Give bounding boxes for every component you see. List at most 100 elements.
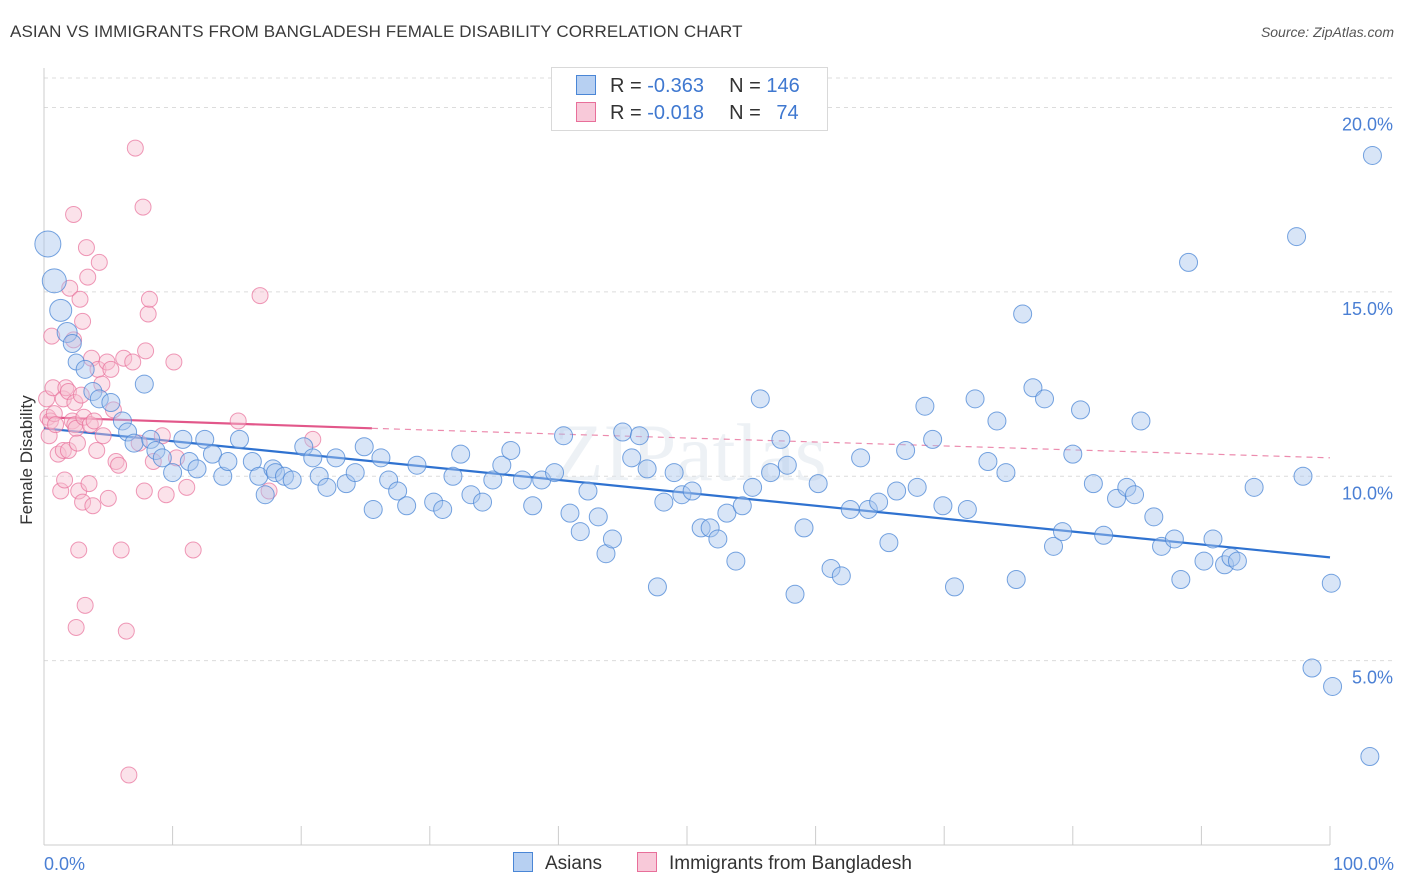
asian-point <box>996 463 1016 483</box>
y-tick-label: 10.0% <box>1342 483 1393 503</box>
asian-point <box>255 485 275 505</box>
bangladesh-point <box>67 618 85 636</box>
bangladesh-point <box>88 441 106 459</box>
bottom-legend-asians: Asians <box>513 852 602 875</box>
bangladesh-point <box>251 287 269 305</box>
legend: R = -0.363 N = 146 R = -0.018 N = 74 <box>551 67 828 131</box>
asian-point <box>978 452 998 471</box>
bangladesh-point <box>90 253 108 271</box>
asian-point <box>726 551 746 571</box>
asian-point <box>141 429 161 449</box>
bottom-legend-bangladesh: Immigrants from Bangladesh <box>637 852 912 875</box>
asian-point <box>933 496 953 516</box>
asian-point <box>1131 411 1151 431</box>
bangladesh-point <box>70 541 88 559</box>
asian-point <box>1063 444 1083 464</box>
asian-point <box>501 440 521 460</box>
legend-row-asians: R = -0.363 N = 146 <box>576 75 800 101</box>
asian-point <box>578 481 598 501</box>
asian-point <box>851 448 871 468</box>
asian-point <box>957 499 977 519</box>
asian-point <box>388 481 408 501</box>
asian-point <box>1164 529 1184 549</box>
asian-point <box>554 426 574 446</box>
bangladesh-point <box>38 390 56 408</box>
bangladesh-point <box>134 198 152 216</box>
asian-point <box>637 459 657 479</box>
asian-point <box>965 389 985 409</box>
asian-point <box>907 477 927 497</box>
asian-trend-line <box>43 427 1331 559</box>
asian-point <box>326 448 346 468</box>
asian-point <box>771 429 791 449</box>
bangladesh-trend-line <box>43 416 372 430</box>
asian-point <box>317 477 337 497</box>
asian-point <box>1323 676 1343 696</box>
asian-point <box>602 529 622 549</box>
asian-point <box>647 577 667 597</box>
asian-point <box>1117 477 1137 497</box>
bangladesh-point <box>71 290 89 308</box>
bangladesh-point <box>120 766 138 784</box>
asian-point <box>461 485 481 505</box>
gridlines <box>44 77 1392 662</box>
asian-point <box>1360 747 1380 766</box>
bangladesh-point <box>117 622 135 640</box>
asian-point <box>1083 474 1103 494</box>
asian-point <box>1094 525 1114 545</box>
asian-point <box>163 463 183 483</box>
asian-point <box>858 499 878 519</box>
asian-point <box>101 393 121 412</box>
bangladesh-point <box>135 482 153 500</box>
asian-point <box>708 529 728 549</box>
asian-point <box>840 499 860 519</box>
asian-point <box>397 496 417 516</box>
bangladesh-point <box>54 441 72 459</box>
bangladesh-point <box>124 353 142 371</box>
asian-point <box>1302 658 1322 678</box>
asian-points <box>34 145 1382 766</box>
n-value: 146 <box>766 75 800 97</box>
asian-point <box>560 503 580 523</box>
asian-point <box>629 426 649 446</box>
asian-point <box>1125 485 1145 505</box>
asian-point <box>1053 522 1073 542</box>
asian-point <box>869 492 889 512</box>
asian-point <box>124 433 144 453</box>
asian-point <box>443 466 463 486</box>
bangladesh-point <box>65 205 83 223</box>
bangladesh-points <box>38 139 322 784</box>
axes <box>43 68 1331 846</box>
asian-point <box>761 463 781 483</box>
bangladesh-point <box>112 541 130 559</box>
asian-point <box>831 566 851 586</box>
asian-point <box>1013 304 1033 324</box>
asian-point <box>152 448 172 468</box>
bangladesh-point <box>79 268 97 286</box>
bangladesh-point <box>229 412 247 430</box>
asian-point <box>187 459 207 479</box>
asian-point <box>654 492 674 512</box>
bangladesh-point <box>84 497 102 515</box>
legend-label-bangladesh: Immigrants from Bangladesh <box>669 853 912 874</box>
asian-point <box>732 496 752 516</box>
x-tick-label: 100.0% <box>1333 854 1394 874</box>
bangladesh-point <box>76 596 94 614</box>
bangladesh-point <box>59 382 77 400</box>
asian-point <box>1293 466 1313 486</box>
chart-title: ASIAN VS IMMIGRANTS FROM BANGLADESH FEMA… <box>10 22 743 41</box>
asian-point <box>89 389 109 409</box>
y-tick-label: 20.0% <box>1342 115 1393 135</box>
asian-point <box>56 321 78 343</box>
y-tick-label: 15.0% <box>1342 299 1393 319</box>
bangladesh-point <box>68 434 86 452</box>
asian-point <box>750 389 770 409</box>
bangladesh-point <box>56 471 74 489</box>
asian-point <box>451 444 471 464</box>
bangladesh-point <box>74 493 92 511</box>
bangladesh-point <box>126 139 144 157</box>
asian-point <box>794 518 814 538</box>
asian-point <box>218 452 238 471</box>
bangladesh-point <box>77 239 95 257</box>
